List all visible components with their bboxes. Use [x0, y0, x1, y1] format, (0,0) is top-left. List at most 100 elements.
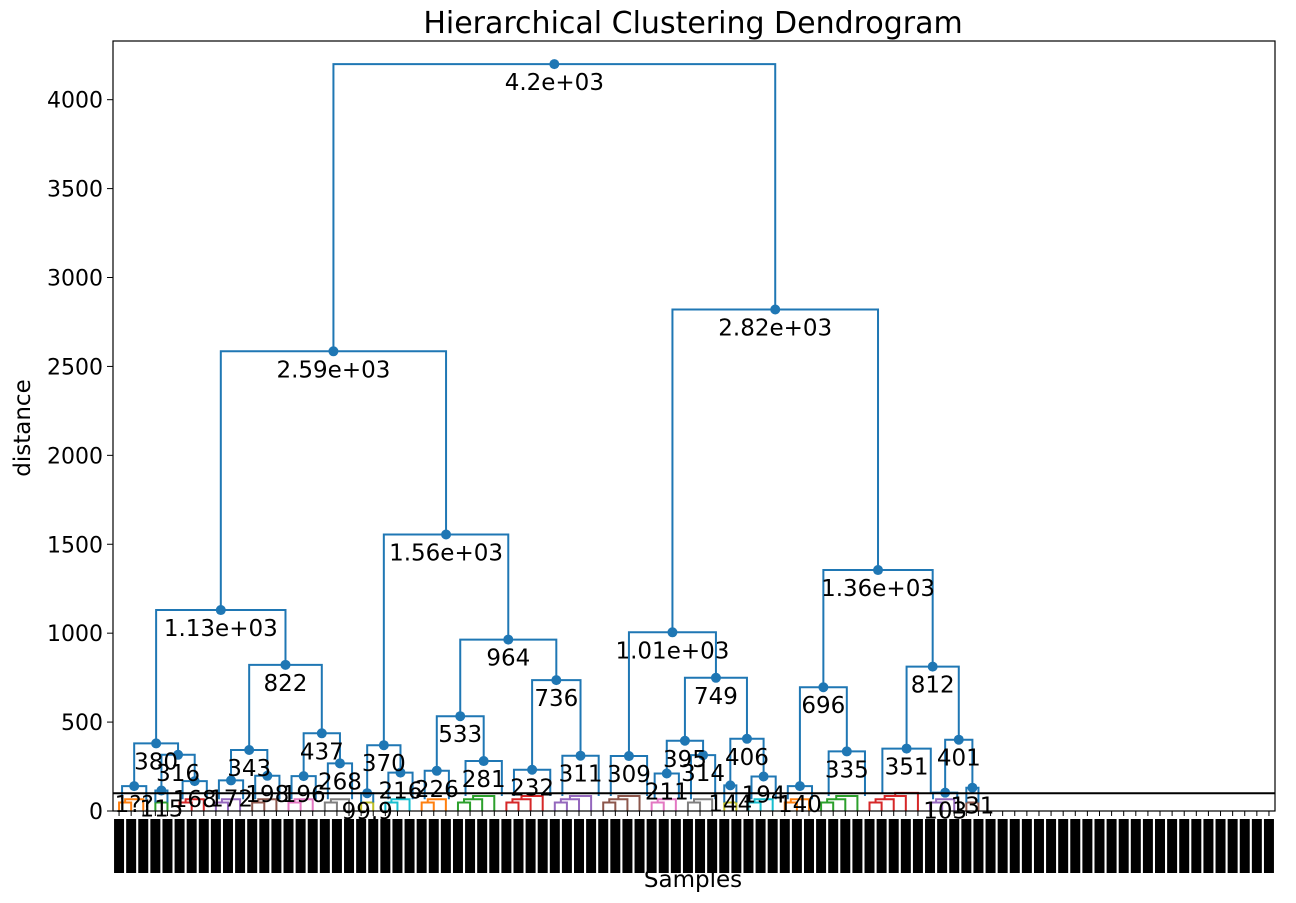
x-tick-label-block: [682, 819, 693, 873]
x-tick-label-block: [501, 819, 512, 873]
node-distance-label: 115: [139, 797, 183, 823]
x-tick-label-block: [1239, 819, 1250, 873]
node-distance-label: 343: [227, 756, 271, 782]
node-marker: [503, 634, 514, 645]
node-distance-label: 194: [742, 783, 786, 809]
x-tick-label-block: [1130, 819, 1141, 873]
x-tick-label-block: [985, 819, 996, 873]
node-distance-label: 103: [923, 799, 967, 825]
x-tick-label-block: [658, 819, 669, 873]
node-distance-label: 736: [534, 686, 578, 712]
x-axis-ticks: [114, 811, 1274, 873]
x-tick-label-block: [295, 819, 306, 873]
x-tick-label-block: [174, 819, 185, 873]
leaf-link: [835, 795, 859, 811]
x-tick-label-block: [319, 819, 330, 873]
node-marker: [551, 675, 562, 686]
node-marker: [953, 734, 964, 745]
x-tick-label-block: [1179, 819, 1190, 873]
node-distance-label: 335: [825, 757, 869, 783]
x-tick-label-block: [646, 819, 657, 873]
y-tick-label: 4000: [47, 89, 103, 114]
x-tick-label-block: [912, 819, 923, 873]
node-marker: [841, 746, 852, 757]
plot-area-frame: [112, 40, 1276, 812]
x-tick-label-block: [949, 819, 960, 873]
x-tick-label-block: [1106, 819, 1117, 873]
node-marker: [873, 565, 884, 576]
y-tick-label: 1500: [47, 533, 103, 558]
node-distance-label: 172: [209, 786, 253, 812]
leaf-link: [154, 801, 169, 811]
x-tick-label-block: [1058, 819, 1069, 873]
x-tick-label-block: [900, 819, 911, 873]
node-distance-label: 140: [778, 792, 822, 818]
node-distance-label: 351: [885, 755, 929, 781]
node-marker: [623, 751, 634, 762]
x-tick-label-block: [356, 819, 367, 873]
x-tick-label-block: [198, 819, 209, 873]
x-tick-label-block: [1142, 819, 1153, 873]
node-distance-label: 314: [681, 761, 725, 787]
x-tick-label-block: [1251, 819, 1262, 873]
leaf-link: [472, 795, 496, 811]
x-tick-label-block: [1046, 819, 1057, 873]
node-marker: [478, 756, 489, 767]
x-tick-label-block: [1070, 819, 1081, 873]
leaf-link: [184, 798, 205, 811]
node-distance-label: 226: [415, 777, 459, 803]
x-tick-label-block: [404, 819, 415, 873]
x-tick-label-block: [416, 819, 427, 873]
leaf-link: [329, 798, 351, 811]
node-marker: [226, 775, 237, 786]
y-tick-label: 500: [61, 711, 103, 736]
node-marker: [901, 743, 912, 754]
node-distance-label: 268: [318, 769, 362, 795]
x-tick-label-block: [271, 819, 282, 873]
node-distance-label: 370: [362, 751, 406, 777]
x-tick-label-block: [828, 819, 839, 873]
node-marker: [328, 346, 339, 357]
x-tick-label-block: [247, 819, 258, 873]
x-tick-label-block: [803, 819, 814, 873]
x-tick-label-block: [574, 819, 585, 873]
node-distance-label: 281: [462, 767, 506, 793]
x-tick-label-block: [283, 819, 294, 873]
node-distance-label: 1.36e+03: [821, 576, 935, 602]
x-tick-label-block: [1215, 819, 1226, 873]
x-tick-label-block: [779, 819, 790, 873]
node-marker: [431, 765, 442, 776]
x-tick-label-block: [767, 819, 778, 873]
leaf-link: [390, 798, 411, 811]
x-tick-label-block: [1009, 819, 1020, 873]
x-tick-label-block: [598, 819, 609, 873]
leaf-link: [693, 798, 714, 811]
x-tick-label-block: [138, 819, 149, 873]
node-distance-label: 198: [245, 782, 289, 808]
node-distance-label: 2.59e+03: [276, 357, 390, 383]
leaf-link: [257, 798, 278, 811]
node-marker: [280, 659, 291, 670]
y-tick-label: 1000: [47, 622, 103, 647]
node-marker: [818, 682, 829, 693]
x-tick-label-block: [791, 819, 802, 873]
x-tick-label-block: [331, 819, 342, 873]
x-tick-label-block: [1191, 819, 1202, 873]
leaf-link: [965, 801, 980, 811]
x-tick-label-block: [961, 819, 972, 873]
node-distance-label: 131: [950, 794, 994, 820]
node-marker: [441, 529, 452, 540]
x-tick-label-block: [1082, 819, 1093, 873]
x-tick-label-block: [852, 819, 863, 873]
x-tick-label-block: [428, 819, 439, 873]
x-tick-label-block: [1203, 819, 1214, 873]
x-tick-label-block: [126, 819, 137, 873]
x-tick-label-block: [150, 819, 161, 873]
node-marker: [173, 749, 184, 760]
node-marker: [244, 745, 255, 756]
x-tick-label-block: [840, 819, 851, 873]
x-tick-label-block: [1227, 819, 1238, 873]
x-tick-label-block: [489, 819, 500, 873]
y-tick-label: 2500: [47, 355, 103, 380]
